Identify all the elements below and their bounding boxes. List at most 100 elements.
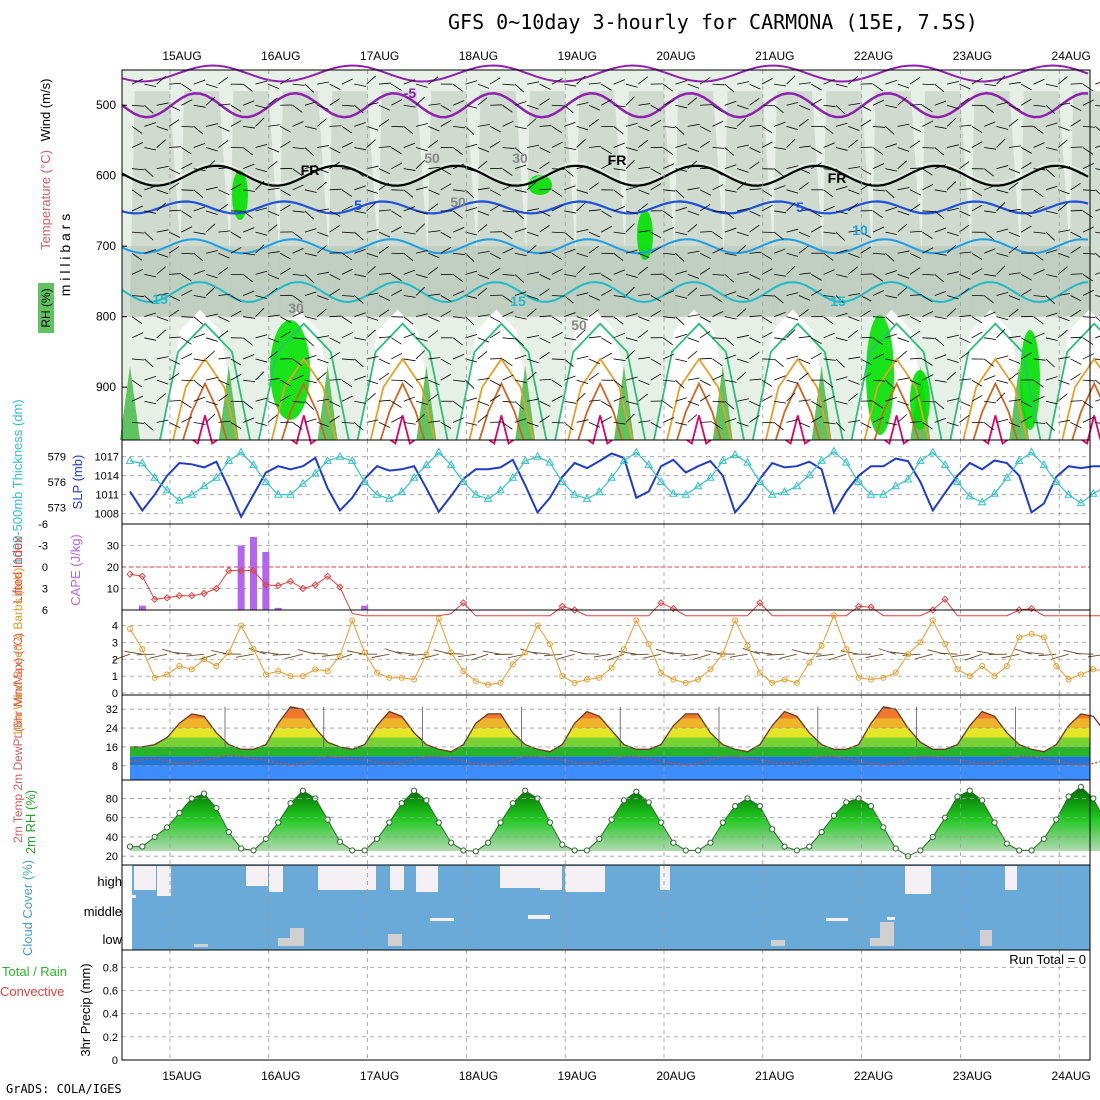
wind-barb: [378, 399, 391, 402]
thickness-line: [129, 450, 1100, 504]
wind-barb: [601, 274, 612, 281]
wind-barb: [280, 252, 291, 260]
wind-barb: [625, 122, 638, 127]
wind-barb: [218, 379, 230, 386]
surface-temp-contour: [949, 322, 1042, 441]
wind-barb: [662, 163, 675, 170]
wind-barb: [576, 265, 586, 275]
wind-barb: [1033, 295, 1046, 298]
wind-barb: [576, 125, 589, 131]
wind-barb: [662, 417, 675, 423]
wind-barb: [749, 378, 762, 381]
thickness-marker: [767, 489, 777, 498]
wind-barb: [576, 165, 589, 170]
li-marker: [138, 572, 147, 581]
wind-barb: [798, 209, 811, 212]
wind-barb: [452, 100, 465, 106]
rh-marker: [1065, 793, 1072, 800]
wind-barb: [415, 123, 428, 127]
wind-barb: [934, 164, 947, 170]
rh-saturated-patch: [232, 170, 248, 220]
wind-barb: [329, 210, 341, 217]
wind-barb: [156, 229, 169, 233]
wind-barb: [946, 308, 957, 317]
li-marker: [249, 566, 258, 575]
wind-barb: [366, 102, 379, 106]
wind-barb: [527, 104, 539, 110]
wind-barb: [588, 119, 599, 127]
wind-barb: [415, 160, 425, 169]
wind-barb: [909, 126, 922, 133]
wind-barb: [131, 358, 144, 361]
li-marker: [200, 589, 208, 598]
wind-barb: [1045, 168, 1055, 178]
wind-barb: [243, 100, 255, 106]
temp-tick: 32: [106, 704, 118, 716]
wind-barb: [737, 358, 749, 364]
date-label-bottom: 16AUG: [261, 1069, 300, 1083]
wind-barb: [452, 163, 465, 170]
wind-barb: [205, 273, 218, 279]
wind-barb: [156, 102, 169, 106]
wind-marker: [929, 617, 936, 624]
rh-moist-band: [722, 91, 778, 317]
wind-barb: [737, 295, 749, 300]
wind-barb: [946, 104, 959, 110]
cloud-high-block: [269, 866, 283, 892]
wind-barb: [638, 103, 651, 106]
wind-marker: [843, 646, 850, 653]
wind-barb: [391, 416, 403, 423]
wind-barb: [786, 189, 799, 194]
wind-barb: [1008, 272, 1021, 275]
temp-contour-5: [121, 200, 1089, 215]
wind-barb: [292, 422, 303, 430]
wind-barb: [687, 160, 698, 169]
wind-barb: [156, 379, 169, 385]
wind-barb: [983, 168, 994, 177]
wind-barb: [354, 358, 364, 368]
wind-barb: [218, 230, 231, 233]
wind-barb: [835, 83, 848, 88]
surface-wind-barb: [544, 653, 563, 657]
wind-barb: [452, 210, 463, 219]
wind-barb: [638, 266, 649, 275]
wind-barb: [168, 182, 180, 191]
wind-barb: [539, 161, 550, 169]
rh-marker: [1053, 816, 1060, 823]
wind-barb: [588, 168, 601, 174]
wind-barb: [502, 231, 513, 240]
wind-barb: [563, 168, 574, 177]
wind-barb: [366, 292, 379, 296]
wind-barb: [971, 316, 983, 324]
wind-barb: [724, 125, 737, 130]
wind-barb: [428, 230, 441, 233]
wind-barb: [193, 104, 206, 108]
wind-barb: [749, 124, 762, 127]
surface-temp-contour: [379, 381, 426, 441]
wind-barb: [453, 252, 466, 256]
wind-barb: [761, 395, 773, 402]
wind-barb: [737, 334, 749, 339]
wind-marker: [435, 615, 442, 622]
wind-barb: [1020, 352, 1032, 360]
wind-barb: [1008, 182, 1019, 191]
wind-barb: [724, 210, 735, 220]
li-marker: [323, 572, 332, 581]
temp-contour-10: [121, 238, 1089, 255]
rh-marker: [349, 847, 356, 854]
wind-barb: [168, 104, 181, 111]
wind-barb: [613, 168, 626, 171]
wind-barb: [638, 293, 651, 296]
wind-barb: [206, 123, 218, 127]
wind-barb: [317, 208, 330, 212]
wind-barb: [477, 224, 488, 233]
wind-barb: [1033, 379, 1044, 388]
thickness-marker: [150, 472, 160, 481]
wind-barb: [625, 223, 635, 233]
wind-barb: [737, 81, 749, 85]
date-label-top: 17AUG: [360, 49, 399, 63]
wind-barb: [848, 139, 858, 148]
wind-barb: [823, 295, 836, 298]
wind-barb: [415, 96, 425, 106]
rh-marker: [670, 839, 677, 846]
